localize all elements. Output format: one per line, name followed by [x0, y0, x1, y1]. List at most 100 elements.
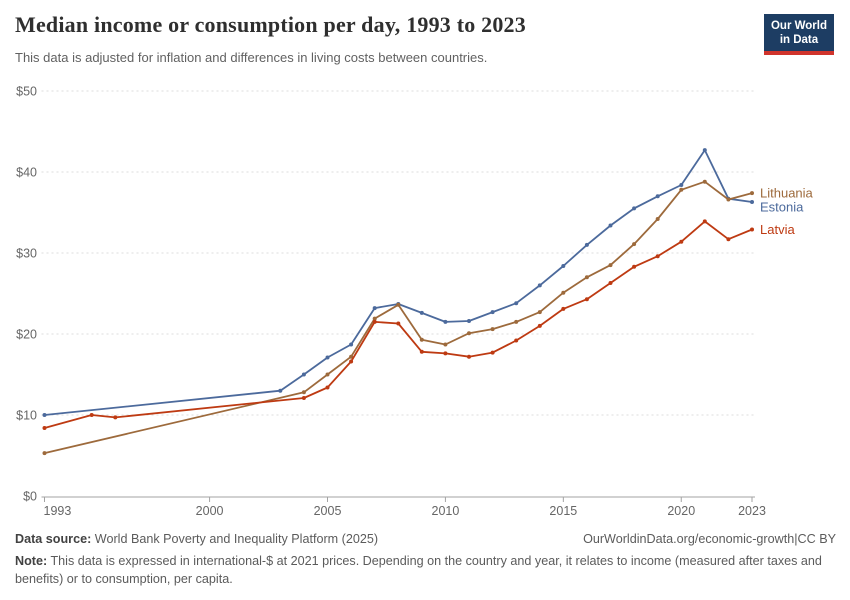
data-point: [467, 319, 471, 323]
owid-logo: Our World in Data: [763, 14, 834, 56]
data-point: [750, 191, 754, 196]
data-point: [349, 354, 354, 359]
x-tick-label: 2015: [549, 504, 577, 518]
series-line: [43, 149, 753, 416]
chart-footer: Data source: World Bank Poverty and Ineq…: [15, 532, 836, 588]
license-text: CC BY: [797, 532, 837, 546]
data-point: [537, 310, 542, 315]
data-point: [702, 148, 707, 153]
data-point: [537, 323, 542, 328]
data-point: [632, 242, 637, 247]
data-point: [702, 179, 707, 184]
data-point: [726, 197, 731, 202]
attribution-link[interactable]: OurWorldinData.org/economic-growth: [583, 532, 795, 546]
data-point: [301, 372, 306, 377]
data-point: [584, 242, 589, 247]
data-point: [632, 206, 637, 211]
data-source-label: Data source:: [15, 532, 92, 546]
series-line: [43, 180, 753, 455]
data-point: [608, 263, 613, 268]
data-point: [514, 301, 519, 306]
x-tick-label: 2000: [196, 504, 224, 518]
data-point: [608, 223, 613, 228]
data-point: [608, 281, 613, 285]
data-point: [325, 385, 330, 390]
x-tick-label: 2023: [738, 504, 766, 518]
data-point: [490, 310, 495, 315]
page-subtitle: This data is adjusted for inflation and …: [15, 50, 488, 65]
data-point: [443, 342, 448, 347]
y-tick-label: $20: [16, 328, 37, 342]
data-point: [396, 321, 401, 326]
series-label-latvia: Latvia: [760, 222, 795, 237]
data-point: [490, 327, 495, 332]
series-lithuania: [42, 179, 754, 456]
data-point: [726, 237, 731, 242]
data-point: [89, 413, 94, 417]
note-label: Note:: [15, 554, 48, 568]
x-tick-label: 2005: [314, 504, 342, 518]
data-point: [42, 413, 47, 417]
note-line: Note: This data is expressed in internat…: [15, 552, 836, 588]
note-text: This data is expressed in international-…: [15, 554, 822, 587]
attribution-separator: |: [794, 532, 798, 546]
data-point: [372, 316, 377, 321]
data-point: [372, 319, 377, 324]
y-tick-label: $40: [16, 166, 37, 180]
data-point: [561, 264, 566, 268]
data-point: [372, 306, 377, 311]
data-point: [537, 283, 542, 288]
owid-logo-line1: Our World: [770, 20, 827, 32]
data-point: [655, 217, 660, 221]
data-point: [514, 319, 519, 324]
data-point: [702, 219, 707, 224]
y-tick-label: $10: [16, 409, 37, 423]
data-point: [113, 415, 118, 420]
data-point: [278, 388, 283, 393]
y-tick-label: $0: [23, 490, 37, 504]
y-tick-label: $30: [16, 247, 37, 261]
y-tick-label: $50: [16, 85, 37, 99]
data-point: [490, 350, 495, 355]
data-point: [325, 372, 330, 377]
data-point: [419, 349, 424, 354]
data-point: [632, 264, 637, 269]
data-point: [349, 359, 354, 364]
data-point: [42, 451, 47, 456]
data-point: [467, 354, 471, 359]
data-point: [679, 239, 684, 244]
data-point: [349, 342, 354, 347]
data-point: [561, 290, 566, 295]
series-estonia: [42, 148, 754, 417]
data-point: [655, 254, 660, 259]
data-source-line: Data source: World Bank Poverty and Ineq…: [15, 532, 378, 546]
data-point: [514, 338, 519, 343]
data-point: [419, 310, 424, 315]
data-point: [301, 396, 306, 400]
series-label-estonia: Estonia: [760, 200, 804, 215]
attribution-line: OurWorldinData.org/economic-growth|CC BY: [583, 532, 836, 546]
data-point: [750, 227, 754, 232]
data-point: [443, 319, 448, 324]
data-point: [467, 331, 471, 336]
x-tick-label: 1993: [44, 504, 72, 518]
series-latvia: [42, 219, 754, 430]
data-point: [561, 306, 566, 311]
data-point: [584, 275, 589, 280]
data-point: [301, 390, 306, 395]
data-source-text: World Bank Poverty and Inequality Platfo…: [94, 532, 379, 546]
page-title: Median income or consumption per day, 19…: [15, 12, 526, 37]
data-point: [419, 337, 424, 342]
data-point: [584, 297, 589, 302]
data-point: [679, 187, 684, 192]
data-point: [42, 426, 47, 430]
x-tick-label: 2020: [667, 504, 695, 518]
data-point: [396, 302, 401, 307]
data-point: [679, 183, 684, 187]
data-point: [750, 200, 754, 204]
data-point: [655, 194, 660, 199]
owid-logo-line2: in Data: [779, 34, 819, 47]
data-point: [325, 355, 330, 360]
